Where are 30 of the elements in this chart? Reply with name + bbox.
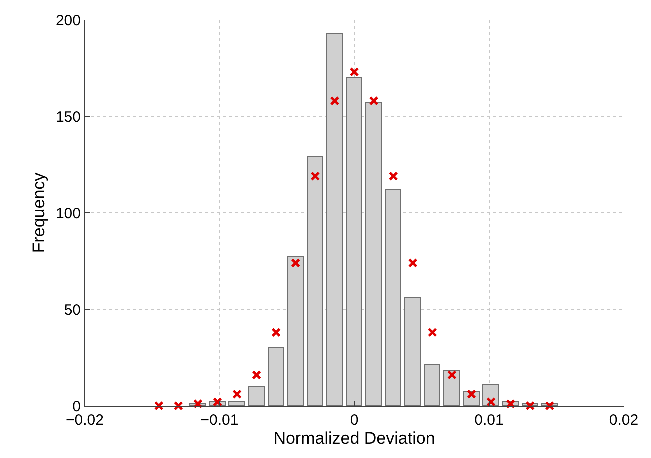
x-tick-label: 0 [350,412,359,429]
y-axis-title: Frequency [30,172,49,254]
point [272,328,282,338]
point [447,370,457,380]
x-tick-label: −0.01 [200,412,239,429]
point [388,172,398,182]
point [408,258,418,268]
y-tick-label: 200 [56,12,81,30]
point [212,397,222,407]
point [545,401,555,411]
point [310,172,320,182]
point [252,370,262,380]
x-tick-label: 0.01 [474,412,504,429]
point [428,328,438,338]
x-axis-title: Normalized Deviation [274,429,436,448]
point [174,401,184,411]
point [330,96,340,106]
point [232,390,242,400]
point [350,67,360,77]
point [486,397,496,407]
point [154,401,164,411]
y-tick-label: 150 [56,108,81,126]
point [526,401,536,411]
point [193,399,203,409]
point [291,258,301,268]
x-tick-label: 0.02 [609,412,639,429]
y-tick-label: 100 [56,205,81,222]
point [369,96,379,106]
point [506,399,516,409]
y-tick-label: 50 [64,302,81,319]
